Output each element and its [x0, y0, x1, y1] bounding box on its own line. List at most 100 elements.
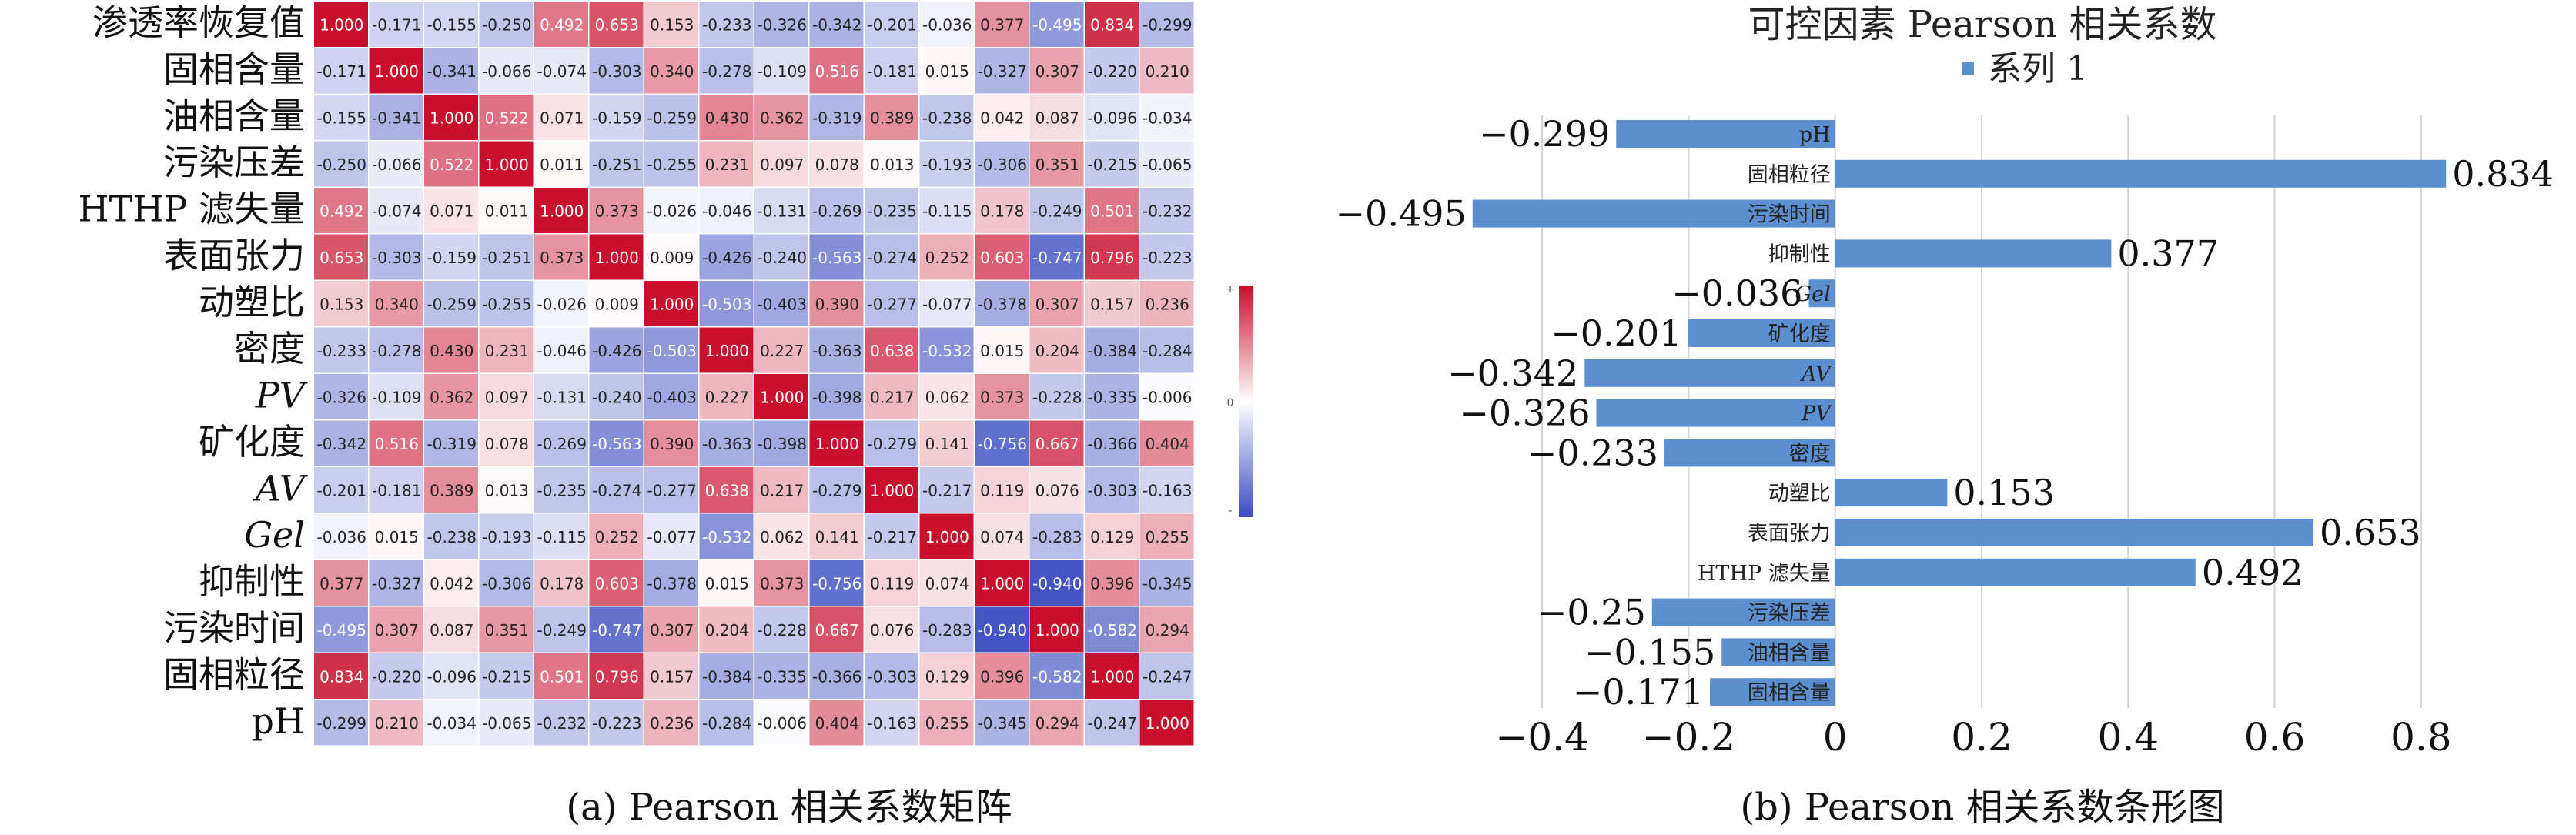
heatmap-cell-value: -0.193 — [922, 155, 972, 174]
heatmap-cell-value: 0.430 — [705, 109, 749, 127]
heatmap-cell-value: -0.303 — [868, 667, 917, 686]
heatmap-cell — [919, 560, 974, 606]
heatmap-cell-value: -0.077 — [922, 295, 972, 313]
heatmap-cell — [589, 560, 644, 606]
heatmap-cell-value: 0.153 — [319, 295, 363, 313]
heatmap-cell-value: -0.215 — [1088, 155, 1137, 174]
heatmap-cell-value: 1.000 — [319, 15, 363, 34]
heatmap-cell — [754, 234, 808, 280]
heatmap-cell — [369, 700, 423, 746]
heatmap-cell-value: 0.015 — [925, 62, 969, 81]
bar — [1710, 678, 1835, 706]
heatmap-cell-value: -0.342 — [812, 15, 861, 34]
legend-swatch — [1962, 62, 1974, 75]
heatmap-cell — [314, 467, 368, 513]
heatmap-cell-value: -0.563 — [592, 435, 641, 453]
heatmap-cell — [1029, 560, 1084, 606]
heatmap-cell-value: 0.603 — [595, 574, 639, 593]
heatmap-row-label: 污染压差 — [163, 142, 305, 183]
heatmap-cell — [644, 513, 698, 559]
heatmap-cell-value: -0.006 — [1142, 388, 1192, 406]
heatmap-cell-value: -0.250 — [482, 15, 531, 34]
heatmap-row-label: AV — [253, 468, 309, 509]
heatmap-cell-value: -0.232 — [1142, 202, 1192, 220]
heatmap-cell-value: 0.501 — [1090, 202, 1134, 220]
heatmap-cell-value: -0.046 — [702, 202, 751, 220]
heatmap-cell — [1139, 234, 1194, 280]
heatmap-cell-value: 0.157 — [650, 667, 694, 686]
heatmap-cell — [754, 467, 808, 513]
heatmap-cell — [754, 374, 808, 419]
heatmap-row-label: 表面张力 — [163, 235, 305, 276]
heatmap-cell-value: -0.319 — [427, 435, 477, 453]
heatmap-cell — [975, 467, 1029, 513]
heatmap-cell-value: 0.340 — [650, 62, 694, 81]
heatmap-cell-value: -0.249 — [1032, 202, 1082, 220]
heatmap-cell-value: 0.071 — [540, 109, 584, 127]
heatmap-cell-value: 0.516 — [375, 435, 419, 453]
heatmap-cell — [1085, 653, 1139, 699]
heatmap-cell — [644, 2, 698, 47]
heatmap-cell-value: 1.000 — [815, 435, 859, 453]
heatmap-cell-value: -0.223 — [1142, 249, 1192, 267]
heatmap-cell — [754, 188, 808, 233]
heatmap-cell-value: 0.011 — [540, 155, 584, 174]
heatmap-cell — [699, 700, 754, 746]
heatmap-cell — [975, 281, 1029, 326]
heatmap-cell-value: 0.015 — [980, 342, 1024, 360]
heatmap-cell-value: 0.074 — [980, 528, 1024, 546]
heatmap-cell — [975, 327, 1029, 373]
x-tick-label: −0.4 — [1495, 715, 1588, 760]
heatmap-cell-value: 0.119 — [870, 574, 914, 593]
bar-value-label: −0.25 — [1537, 592, 1646, 633]
bar-value-label: −0.299 — [1479, 113, 1610, 155]
heatmap-cell — [314, 700, 368, 746]
heatmap-cell-value: -0.299 — [1142, 15, 1192, 34]
heatmap-cell-value: 0.501 — [540, 667, 584, 686]
heatmap-cell — [919, 2, 974, 47]
bar-value-label: 0.653 — [2320, 512, 2421, 553]
heatmap-cell-value: 0.227 — [760, 342, 804, 360]
heatmap-cell-value: 0.796 — [595, 667, 639, 686]
bar-category-label: 抑制性 — [1768, 242, 1831, 266]
heatmap-cell — [975, 188, 1029, 233]
heatmap-cell — [644, 95, 698, 140]
bar-value-label: 0.153 — [1953, 472, 2055, 513]
heatmap-cell-value: -0.026 — [537, 295, 587, 313]
heatmap-cell — [589, 513, 644, 559]
heatmap-cell — [534, 141, 588, 187]
heatmap-cell-value: -0.335 — [1088, 388, 1137, 406]
heatmap-cell — [424, 48, 478, 94]
bar — [1651, 598, 1835, 626]
heatmap-cell-value: -0.398 — [812, 388, 861, 406]
bar — [1584, 359, 1835, 387]
x-tick-label: 0.6 — [2244, 715, 2306, 760]
heatmap-row-label: 固相粒径 — [163, 654, 305, 696]
heatmap-cell — [369, 281, 423, 326]
heatmap-cell-value: -0.217 — [922, 481, 972, 499]
heatmap-cell — [919, 606, 974, 653]
heatmap-row-label: pH — [251, 700, 305, 742]
heatmap-cell — [369, 467, 423, 513]
heatmap-cell-value: 0.042 — [430, 574, 473, 593]
heatmap-cell — [479, 327, 534, 373]
heatmap-cell — [699, 188, 754, 233]
heatmap-cell-value: -0.233 — [317, 342, 366, 360]
heatmap-cell-value: 1.000 — [595, 249, 639, 267]
heatmap-cell — [534, 560, 588, 606]
heatmap-cell — [699, 653, 754, 699]
heatmap-cell — [1139, 606, 1194, 653]
heatmap-cell — [754, 281, 808, 326]
heatmap-cell-value: -0.366 — [1088, 435, 1137, 453]
heatmap-cell — [1029, 374, 1084, 419]
heatmap-cell-value: -0.563 — [812, 249, 861, 267]
heatmap-cell-value: -0.217 — [868, 528, 917, 546]
heatmap-cell-value: -0.940 — [978, 621, 1027, 640]
heatmap-cell — [534, 606, 588, 653]
heatmap-cell — [809, 420, 864, 466]
heatmap-cell — [1139, 700, 1194, 746]
heatmap-cell — [699, 420, 754, 466]
heatmap-cell — [1085, 420, 1139, 466]
heatmap-cell — [1139, 653, 1194, 699]
